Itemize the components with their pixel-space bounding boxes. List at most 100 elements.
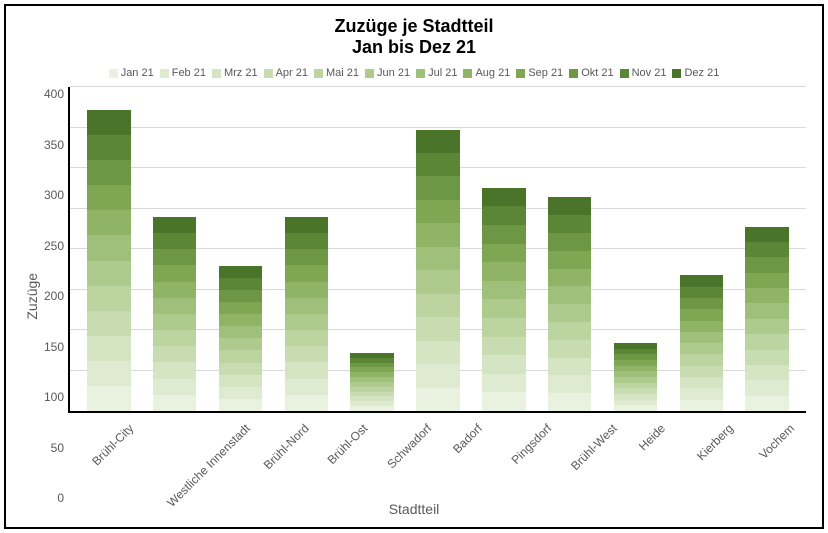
legend-item: Nov 21 [620, 67, 667, 79]
bar-segment [548, 286, 591, 304]
legend-item: Jul 21 [416, 67, 457, 79]
x-axis-title: Stadtteil [22, 501, 806, 519]
chart-title-main: Zuzüge je Stadtteil [22, 16, 806, 37]
bar-segment [416, 341, 459, 364]
x-tick-label: Brühl-West [554, 417, 615, 505]
bar-segment [548, 322, 591, 340]
bar-segment [680, 388, 723, 399]
bar-segment [482, 355, 525, 374]
bar-segment [548, 251, 591, 269]
bar-segment [745, 380, 788, 395]
stacked-bar [416, 129, 459, 411]
bar-segment [416, 153, 459, 176]
legend-label: Jun 21 [377, 67, 410, 79]
bar-segment [219, 350, 262, 362]
bar-segment [745, 365, 788, 380]
bar-segment [482, 225, 525, 244]
bar-segment [548, 340, 591, 358]
bar-segment [416, 270, 459, 293]
bar-segment [548, 393, 591, 411]
legend-item: Feb 21 [160, 67, 206, 79]
bar-segment [87, 336, 130, 361]
bar-segment [87, 185, 130, 210]
stacked-bar [153, 217, 196, 411]
x-tick-label: Badorf [431, 417, 492, 505]
bar-segment [416, 176, 459, 199]
bar-segment [87, 235, 130, 260]
legend-label: Aug 21 [475, 67, 510, 79]
y-tick-label: 150 [44, 340, 64, 354]
bar-slot [603, 87, 669, 411]
bar-slot [273, 87, 339, 411]
legend-swatch [212, 69, 221, 78]
bar-segment [745, 257, 788, 272]
legend-item: Apr 21 [264, 67, 308, 79]
plot-row: Zuzüge 400350300250200150100500 Brühl-Ci… [22, 87, 806, 505]
chart-title-sub: Jan bis Dez 21 [22, 37, 806, 58]
bar-segment [745, 303, 788, 318]
bar-segment [285, 233, 328, 249]
stacked-bar [614, 343, 657, 411]
bar-segment [87, 286, 130, 311]
legend-item: Aug 21 [463, 67, 510, 79]
bar-segment [548, 233, 591, 251]
stacked-bar [350, 353, 393, 411]
bar-segment [219, 363, 262, 375]
x-tick-label: Pingsdorf [493, 417, 554, 505]
legend-swatch [620, 69, 629, 78]
bar-segment [745, 227, 788, 242]
bar-segment [350, 406, 393, 411]
bar-segment [285, 379, 328, 395]
bar-segment [285, 395, 328, 411]
bar-slot [405, 87, 471, 411]
y-tick-label: 250 [44, 239, 64, 253]
legend-swatch [672, 69, 681, 78]
bar-segment [680, 400, 723, 411]
bar-segment [416, 388, 459, 411]
legend-item: Okt 21 [569, 67, 613, 79]
bar-segment [153, 282, 196, 298]
bar-slot [76, 87, 142, 411]
y-tick-label: 400 [44, 87, 64, 101]
stacked-bar [285, 217, 328, 411]
stacked-bar [680, 275, 723, 411]
legend-label: Okt 21 [581, 67, 613, 79]
stacked-bar [219, 265, 262, 411]
bar-slot [537, 87, 603, 411]
bar-segment [153, 217, 196, 233]
y-axis-ticks: 400350300250200150100500 [42, 87, 68, 505]
bar-segment [219, 278, 262, 290]
bar-slot [208, 87, 274, 411]
bar-segment [219, 399, 262, 411]
bar-segment [416, 247, 459, 270]
x-tick-label: Brühl-Nord [247, 417, 308, 505]
stacked-bar [87, 110, 130, 411]
bar-segment [153, 346, 196, 362]
chart-titles: Zuzüge je Stadtteil Jan bis Dez 21 [22, 16, 806, 57]
bar-segment [153, 249, 196, 265]
legend-item: Dez 21 [672, 67, 719, 79]
bar-segment [416, 317, 459, 340]
bar-segment [87, 110, 130, 135]
y-tick-label: 300 [44, 188, 64, 202]
bar-segment [482, 337, 525, 356]
legend-label: Nov 21 [632, 67, 667, 79]
bar-segment [153, 330, 196, 346]
bar-segment [285, 298, 328, 314]
bar-segment [482, 244, 525, 263]
bar-slot [142, 87, 208, 411]
bar-segment [548, 215, 591, 233]
bar-segment [219, 266, 262, 278]
bar-segment [745, 273, 788, 288]
legend-swatch [314, 69, 323, 78]
legend-label: Dez 21 [684, 67, 719, 79]
bar-segment [285, 282, 328, 298]
bar-segment [416, 223, 459, 246]
bar-segment [482, 299, 525, 318]
x-tick-label: Schwadorf [370, 417, 431, 505]
bar-segment [219, 387, 262, 399]
stacked-bar [482, 188, 525, 411]
bar-segment [482, 318, 525, 337]
bar-segment [285, 249, 328, 265]
bar-segment [416, 294, 459, 317]
